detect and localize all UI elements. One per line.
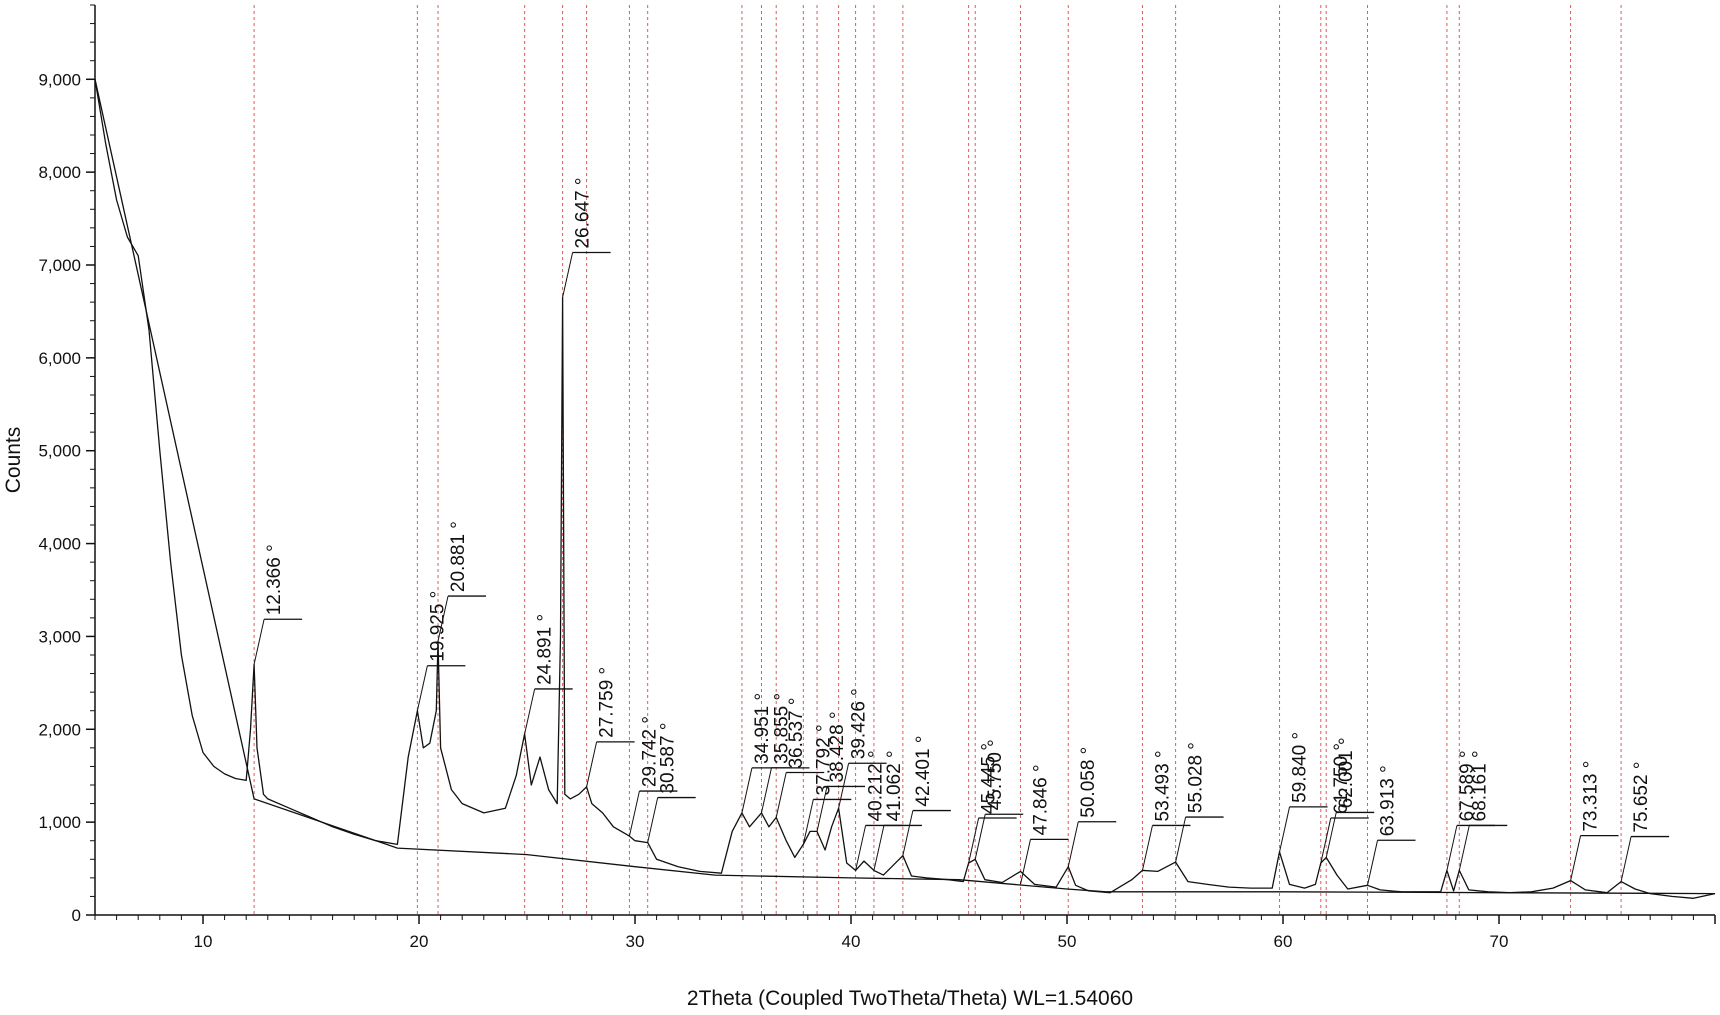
y-tick-label: 5,000 [38,442,81,461]
peak-leader-line [1446,825,1458,871]
y-tick-label: 7,000 [38,256,81,275]
peak-label: 30.587 ° [658,723,679,794]
peak-leader-line [816,786,828,832]
y-tick-label: 0 [72,906,81,925]
peak-leader-line [586,741,598,787]
peak-label: 75.652 ° [1631,762,1652,833]
peak-leader-line [628,790,640,837]
peak-leader-line [1367,840,1379,886]
diffraction-pattern-layer [94,79,1716,899]
peak-label: 34.951 ° [752,693,773,764]
x-tick-label: 40 [842,932,861,951]
peak-leader-line [253,619,265,665]
x-axis-title: 2Theta (Coupled TwoTheta/Theta) WL=1.540… [687,987,1133,1010]
peak-leader-line [647,797,659,843]
background-baseline [94,79,1716,895]
diffraction-pattern-line [94,79,1716,899]
peak-marker-lines [253,5,1622,915]
peak-leader-line [1570,835,1582,881]
peak-label: 73.313 ° [1581,761,1602,832]
peak-label: 19.925 ° [427,591,448,662]
peak-label: 59.840 ° [1290,732,1311,803]
x-tick-label: 10 [194,932,213,951]
peak-label: 36.537 ° [786,698,807,769]
peak-leader-line [1320,817,1332,864]
peak-leader-line [1620,836,1632,882]
y-tick-label: 2,000 [38,720,81,739]
peak-label: 53.493 ° [1152,750,1173,821]
peak-leader-line [902,810,914,856]
peak-label: 68.161 ° [1469,750,1490,821]
peak-label: 37.792 ° [813,724,834,795]
peak-leader-line [1175,816,1187,863]
peak-label: 35.855 ° [771,693,792,764]
peak-label: 45.750 ° [985,739,1006,810]
peak-labels: 12.366 ° 19.925 °20.881 ° 24.891 ° 26.647 °… [253,178,1670,886]
peak-label: 29.742 ° [639,716,660,787]
peak-leader-line [741,767,753,813]
peak-label: 62.001 ° [1336,737,1357,808]
y-axis-title: Counts [2,427,25,494]
peak-label: 39.426 ° [849,688,870,759]
peak-label: 45.445 ° [979,743,1000,814]
x-tick-label: 60 [1274,932,1293,951]
peak-label: 38.428 ° [827,711,848,782]
peak-leader-line [1019,839,1031,885]
peak-label: 12.366 ° [264,544,285,615]
peak-leader-line [1141,825,1153,871]
x-tick-label: 50 [1058,932,1077,951]
peak-leader-line [1325,812,1337,858]
peak-leader-line [562,252,574,298]
peak-leader-line [1279,806,1291,852]
peak-label: 67.589 ° [1457,750,1478,821]
y-tick-label: 6,000 [38,349,81,368]
peak-label: 47.846 ° [1030,764,1051,835]
peak-leader-line [775,772,787,818]
axes [94,5,1715,916]
y-tick-label: 9,000 [38,70,81,89]
peak-label: 20.881 ° [448,521,469,592]
peak-label: 26.647 ° [573,178,594,249]
peak-leader-line [974,814,986,860]
peak-leader-line [802,799,814,845]
peak-label: 63.913 ° [1378,765,1399,836]
peak-label: 50.058 ° [1078,747,1099,818]
peak-leader-line [873,825,885,871]
peak-label: 27.759 ° [597,667,618,738]
x-tick-label: 30 [626,932,645,951]
peak-label: 40.212 ° [866,750,887,821]
peak-label: 61.750 ° [1331,743,1352,814]
peak-leader-line [855,825,867,871]
x-tick-label: 20 [410,932,429,951]
peak-leader-line [1067,821,1079,867]
peak-label: 42.401 ° [913,736,934,807]
baseline-layer [94,79,1716,895]
peak-leader-line [760,767,772,813]
peak-label: 24.891 ° [535,614,556,685]
peak-leader-line [1458,825,1470,871]
peak-leader-line [416,665,428,711]
axis-ticks: 10 20 30 40 50 60 70 0 1,000 2,000 3,000 4,000 5,000… [38,4,1716,951]
peak-label: 55.028 ° [1186,742,1207,813]
y-tick-label: 8,000 [38,163,81,182]
y-tick-label: 1,000 [38,813,81,832]
peak-leader-line [968,817,980,864]
peak-label: 41.062 ° [884,750,905,821]
peak-leader-line [838,763,850,809]
y-tick-label: 4,000 [38,535,81,554]
x-tick-label: 70 [1490,932,1509,951]
peak-leader-line [524,688,536,735]
y-tick-label: 3,000 [38,627,81,646]
peak-leader-line [437,595,449,642]
